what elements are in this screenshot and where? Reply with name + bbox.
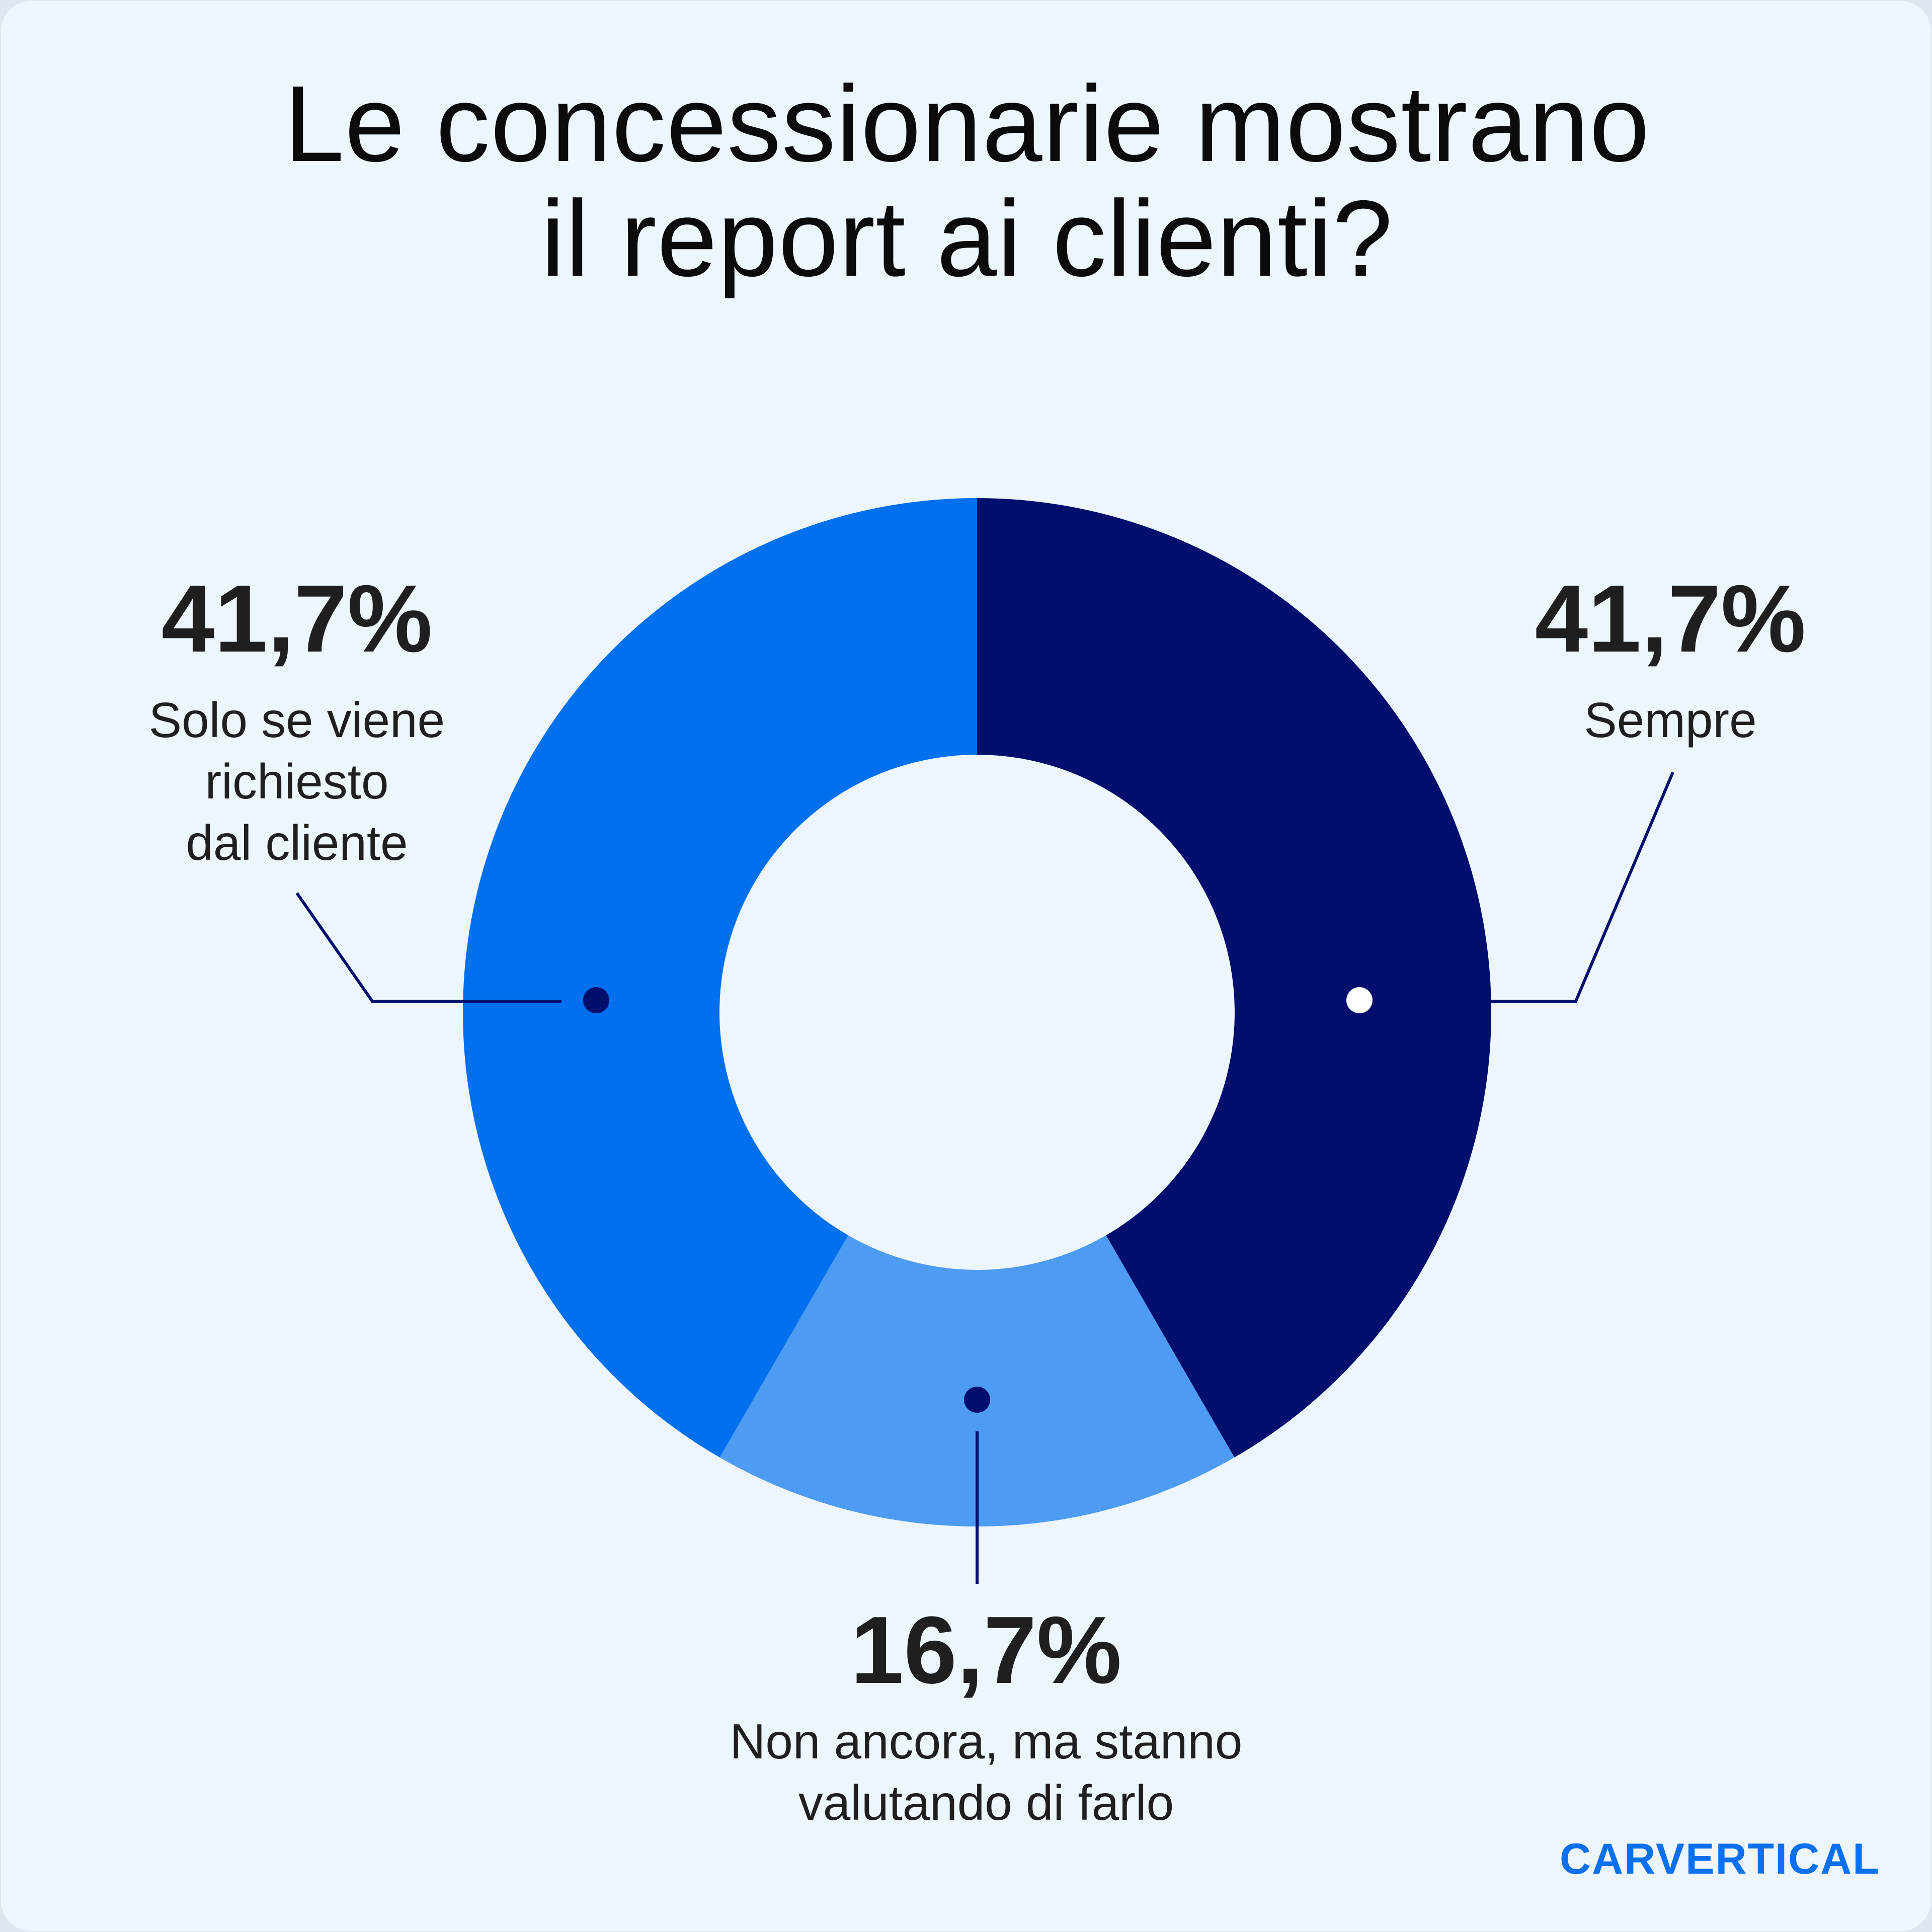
slice-solo-richiesto-label: Solo se viene richiesto dal cliente (148, 692, 445, 870)
slice-solo-richiesto (462, 498, 977, 1458)
non-ancora-marker-dot (964, 1387, 990, 1413)
slice-sempre (977, 498, 1491, 1458)
title-line-2: il report ai clienti? (541, 178, 1393, 299)
slice-sempre-value: 41,7% (1535, 566, 1806, 672)
carvertical-logo: CARVERTICAL (1560, 1835, 1880, 1883)
slice-non-ancora (719, 1235, 1235, 1526)
slice-sempre-label: Sempre (1584, 692, 1757, 748)
solo-richiesto-connector-line (295, 892, 561, 1003)
slice-non-ancora-value: 16,7% (850, 1597, 1122, 1704)
chart-title: Le concessionarie mostrano il report ai … (1, 66, 1932, 296)
sempre-connector-line (1396, 771, 1674, 1003)
sempre-marker-dot (1346, 987, 1373, 1013)
slice-non-ancora-label: Non ancora, ma stanno valutando di farlo (730, 1714, 1243, 1830)
solo-richiesto-marker-dot (583, 987, 609, 1013)
slice-solo-richiesto-value: 41,7% (161, 566, 433, 672)
title-line-1: Le concessionarie mostrano (284, 63, 1650, 184)
